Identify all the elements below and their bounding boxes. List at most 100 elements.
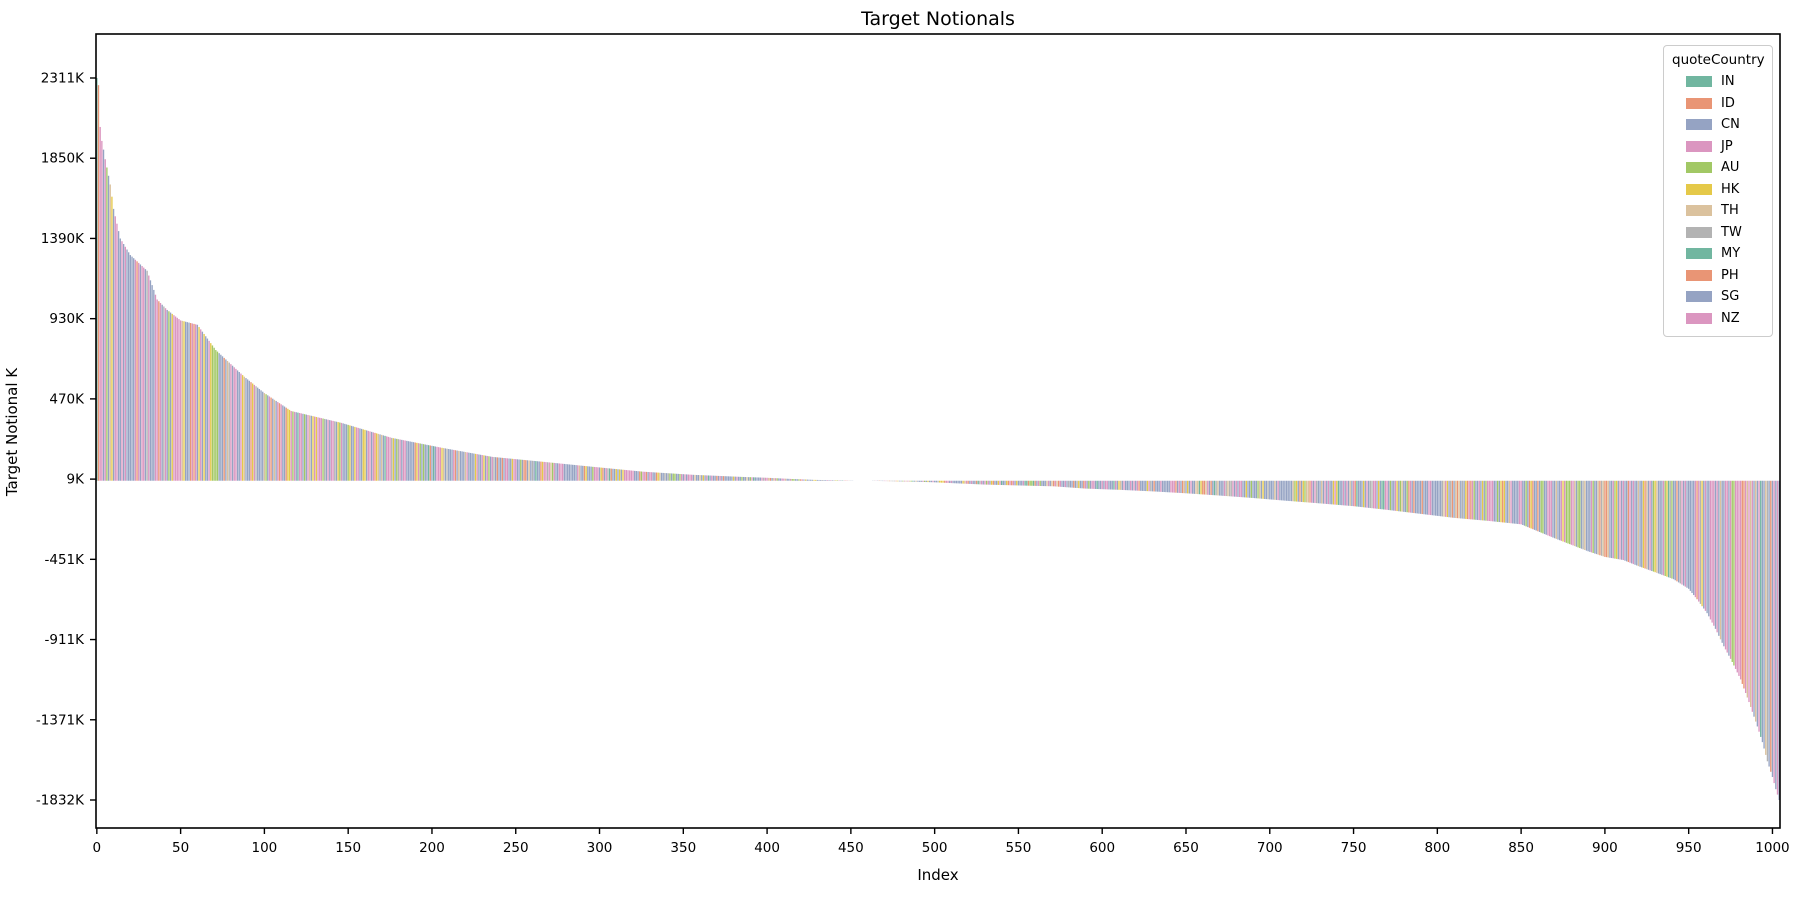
bar (206, 338, 209, 481)
bar (655, 472, 658, 481)
bar (258, 388, 261, 481)
x-tick-label: 300 (587, 840, 613, 856)
bar (392, 438, 395, 481)
bar (1408, 480, 1410, 513)
bar (769, 477, 772, 481)
bar (640, 471, 643, 481)
bar (796, 479, 798, 481)
bar (1552, 480, 1554, 538)
bar (128, 252, 130, 481)
bar (394, 438, 396, 481)
bar (1180, 480, 1182, 493)
bar (1753, 480, 1755, 717)
bar (1431, 480, 1433, 516)
bar (213, 347, 215, 481)
bar (1557, 480, 1559, 540)
bar (484, 455, 487, 481)
bar (1352, 480, 1355, 507)
x-tick-label: 100 (252, 840, 278, 856)
bar (1532, 480, 1534, 530)
legend-swatch (1686, 183, 1712, 195)
bar (746, 477, 748, 481)
bar (1520, 480, 1522, 525)
bar (1173, 480, 1175, 493)
bar (355, 427, 358, 481)
bar (1054, 480, 1056, 487)
bar (305, 414, 307, 481)
bar (935, 480, 937, 483)
bar (930, 480, 932, 483)
bar (1228, 480, 1231, 497)
bar (1203, 480, 1206, 495)
bar (1185, 480, 1187, 494)
legend-label: AU (1721, 160, 1740, 176)
bar (1252, 480, 1254, 498)
x-tick-label: 600 (1089, 840, 1115, 856)
y-tick-label: -451K (45, 552, 86, 568)
bar (1503, 480, 1506, 523)
bar (1398, 480, 1400, 512)
bar (1388, 480, 1390, 511)
bar (1272, 480, 1274, 500)
bar (1260, 480, 1263, 499)
bar (1242, 480, 1244, 498)
bar (1071, 480, 1073, 488)
bar (578, 465, 581, 481)
bar (479, 454, 482, 481)
bar (1458, 480, 1460, 519)
bar (1093, 480, 1095, 489)
bar (944, 480, 946, 483)
bar (1114, 480, 1117, 490)
bar (1654, 480, 1656, 573)
bar (1317, 480, 1320, 504)
bar (1344, 480, 1346, 506)
bar (1321, 480, 1323, 504)
bar (1289, 480, 1291, 502)
bar (1166, 480, 1169, 493)
bar (716, 475, 718, 481)
bar (198, 327, 200, 481)
bar (501, 457, 504, 481)
bar (1699, 480, 1702, 604)
bar (525, 460, 527, 481)
bar (1078, 480, 1080, 489)
bar (1257, 480, 1259, 499)
bar (141, 266, 143, 481)
bar (1589, 480, 1591, 552)
legend-item: TW (1672, 222, 1764, 244)
bar (417, 443, 420, 481)
bar (577, 465, 579, 481)
bar (327, 419, 329, 481)
bar (1434, 480, 1437, 516)
bar (1530, 480, 1532, 529)
legend-label: SG (1721, 289, 1740, 305)
legend-label: TH (1721, 203, 1739, 219)
bar (1502, 480, 1504, 523)
bar (1478, 480, 1480, 521)
bar (1522, 480, 1524, 525)
bar (1250, 480, 1253, 498)
bar (1394, 480, 1397, 511)
bar (1647, 480, 1650, 570)
bar (970, 480, 973, 484)
bar (1617, 480, 1619, 560)
x-tick-label: 50 (172, 840, 189, 856)
bar (434, 446, 436, 481)
bar (555, 463, 557, 481)
bar (925, 480, 927, 483)
bar (763, 477, 765, 481)
bar (1656, 480, 1658, 573)
bar (184, 321, 187, 481)
bar (907, 480, 909, 482)
bar (588, 466, 591, 481)
bar (1391, 480, 1393, 511)
bar (587, 466, 589, 481)
bar (687, 474, 689, 481)
bar (1299, 480, 1301, 502)
bar (1106, 480, 1108, 490)
bar (295, 412, 297, 481)
bar (1553, 480, 1556, 539)
bar (821, 480, 824, 481)
bar (753, 477, 755, 481)
bar (267, 395, 269, 481)
